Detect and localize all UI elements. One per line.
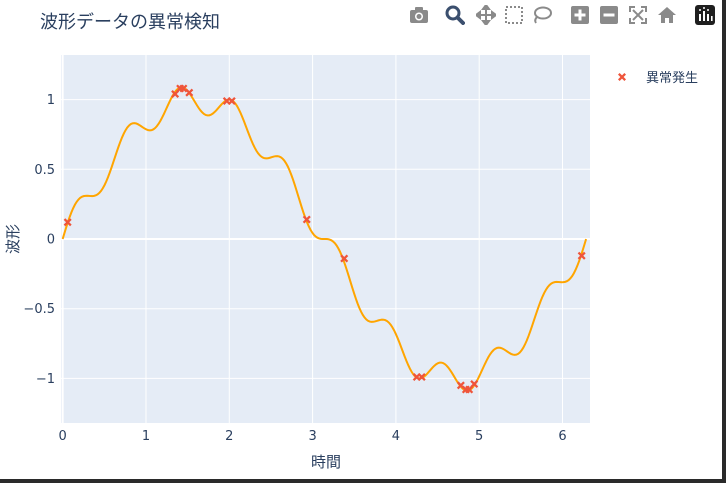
y-tick-label: 0 [47, 233, 55, 248]
lasso-select-icon[interactable] [531, 4, 553, 26]
anomaly-point[interactable] [417, 373, 426, 381]
x-tick-label: 4 [392, 429, 400, 444]
legend[interactable]: 異常発生 [612, 66, 712, 94]
box-select-icon[interactable] [503, 4, 525, 26]
anomaly-point[interactable] [302, 215, 311, 224]
modebar [404, 4, 722, 26]
zoom-out-icon[interactable] [598, 4, 620, 26]
series-layer [61, 84, 588, 394]
anomaly-point[interactable] [179, 84, 188, 93]
axes: 0 1 2 3 4 5 6 −1 −0.5 0 0.5 1 [23, 93, 566, 444]
anomaly-point[interactable] [171, 90, 180, 99]
autoscale-icon[interactable] [627, 4, 649, 26]
reset-axes-icon[interactable] [656, 4, 678, 26]
zoom-in-icon[interactable] [569, 4, 591, 26]
camera-icon[interactable] [408, 4, 430, 26]
legend-marker [618, 73, 626, 81]
anomaly-point[interactable] [63, 218, 72, 227]
y-tick-label: 1 [47, 93, 55, 108]
x-tick-label: 3 [308, 429, 316, 444]
x-tick-label: 5 [475, 429, 483, 444]
plotly-logo-icon[interactable] [694, 4, 716, 26]
y-axis-label: 波形 [4, 224, 22, 254]
legend-svg: 異常発生 [618, 71, 698, 86]
anomaly-point[interactable] [227, 97, 236, 105]
anomaly-point[interactable] [577, 251, 586, 260]
y-tick-label: −1 [36, 372, 55, 387]
y-tick-label: −0.5 [23, 302, 55, 317]
x-tick-label: 0 [59, 429, 67, 444]
waveform-line[interactable] [61, 86, 588, 392]
anomaly-point[interactable] [465, 385, 474, 394]
legend-label: 異常発生 [646, 71, 698, 86]
chart-title: 波形データの異常検知 [40, 12, 220, 33]
y-tick-label: 0.5 [34, 163, 55, 178]
x-tick-label: 1 [142, 429, 150, 444]
anomaly-point[interactable] [340, 254, 349, 263]
x-tick-label: 2 [225, 429, 233, 444]
anomaly-point[interactable] [185, 88, 194, 97]
x-tick-label: 6 [558, 429, 566, 444]
pan-icon[interactable] [475, 4, 497, 26]
x-axis-label: 時間 [311, 453, 341, 471]
zoom-icon[interactable] [444, 4, 466, 26]
anomaly-point[interactable] [470, 379, 479, 388]
